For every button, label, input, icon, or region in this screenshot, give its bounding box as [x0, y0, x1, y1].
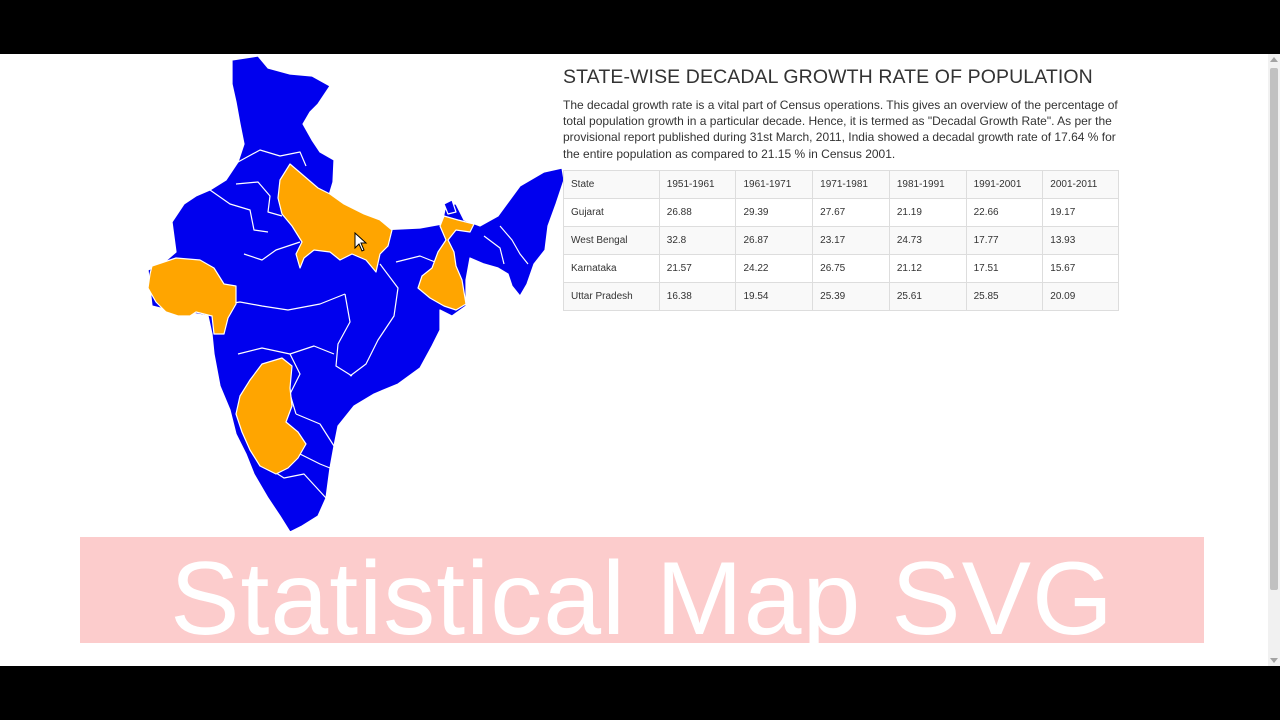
table-cell-state: Uttar Pradesh [563, 281, 660, 311]
state-borders [209, 149, 529, 499]
table-cell: 29.39 [735, 197, 814, 227]
map-state-gujarat[interactable] [147, 257, 237, 335]
vertical-scrollbar[interactable] [1268, 54, 1280, 666]
table-cell-state: West Bengal [563, 225, 660, 255]
table-row: Karnataka 21.57 24.22 26.75 21.12 17.51 … [563, 253, 1119, 283]
table-cell: 19.17 [1042, 197, 1119, 227]
table-cell: 27.67 [812, 197, 890, 227]
india-map [147, 55, 565, 533]
map-state-west-bengal[interactable] [417, 215, 475, 311]
map-state-uttar-pradesh[interactable] [277, 163, 393, 273]
table-cell: 25.85 [965, 281, 1044, 311]
page-title: STATE-WISE DECADAL GROWTH RATE OF POPULA… [563, 66, 1093, 88]
table-cell: 26.88 [658, 197, 737, 227]
table-cell: 25.61 [888, 281, 967, 311]
table-cell: 17.51 [965, 253, 1044, 283]
table-cell: 21.19 [888, 197, 967, 227]
table-cell: 22.66 [965, 197, 1044, 227]
map-state-base-islands[interactable] [443, 199, 457, 215]
table-cell-state: Karnataka [563, 253, 660, 283]
table-cell: 25.39 [812, 281, 890, 311]
scroll-up-arrow-icon[interactable] [1270, 57, 1278, 62]
video-title-banner: Statistical Map SVG [80, 537, 1204, 643]
table-cell: 15.67 [1042, 253, 1119, 283]
header-cell: 1971-1981 [812, 169, 890, 199]
header-cell: 2001-2011 [1042, 169, 1119, 199]
map-state-karnataka[interactable] [235, 357, 307, 475]
table-cell: 17.77 [965, 225, 1044, 255]
banner-text: Statistical Map SVG [170, 541, 1114, 643]
table-cell: 24.22 [735, 253, 814, 283]
scrollbar-thumb[interactable] [1270, 68, 1278, 590]
table-cell: 24.73 [888, 225, 967, 255]
table-cell: 21.12 [888, 253, 967, 283]
browser-viewport: STATE-WISE DECADAL GROWTH RATE OF POPULA… [0, 54, 1280, 666]
table-cell: 32.8 [658, 225, 737, 255]
table-row: West Bengal 32.8 26.87 23.17 24.73 17.77… [563, 225, 1119, 255]
scroll-down-arrow-icon[interactable] [1270, 658, 1278, 663]
table-body: State 1951-1961 1961-1971 1971-1981 1981… [563, 169, 1119, 311]
mouse-pointer-icon [354, 232, 368, 252]
table-cell: 13.93 [1042, 225, 1119, 255]
table-cell: 19.54 [735, 281, 814, 311]
table-row: Uttar Pradesh 16.38 19.54 25.39 25.61 25… [563, 281, 1119, 311]
table-cell: 23.17 [812, 225, 890, 255]
table-cell: 21.57 [658, 253, 737, 283]
table-cell: 20.09 [1042, 281, 1119, 311]
table-row: Gujarat 26.88 29.39 27.67 21.19 22.66 19… [563, 197, 1119, 227]
header-cell: 1981-1991 [888, 169, 967, 199]
table-cell-state: Gujarat [563, 197, 660, 227]
table-header-row: State 1951-1961 1961-1971 1971-1981 1981… [563, 169, 1119, 199]
content-panel: STATE-WISE DECADAL GROWTH RATE OF POPULA… [563, 66, 1119, 311]
table-cell: 26.87 [735, 225, 814, 255]
table-cell: 16.38 [658, 281, 737, 311]
growth-rate-table: State 1951-1961 1961-1971 1971-1981 1981… [563, 169, 1119, 311]
table-cell: 26.75 [812, 253, 890, 283]
intro-paragraph: The decadal growth rate is a vital part … [563, 98, 1118, 161]
header-cell: 1961-1971 [735, 169, 814, 199]
header-cell: 1991-2001 [965, 169, 1044, 199]
header-cell: State [563, 169, 660, 199]
header-cell: 1951-1961 [658, 169, 737, 199]
